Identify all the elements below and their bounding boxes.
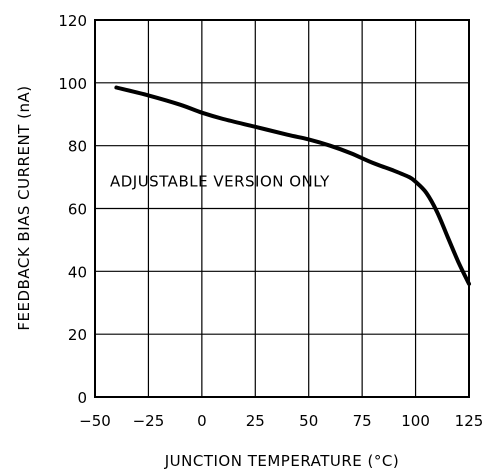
series-line <box>114 85 471 286</box>
x-tick-label: −25 <box>133 412 165 430</box>
x-tick-label: 100 <box>401 412 430 430</box>
y-tick-label: 40 <box>68 263 87 281</box>
y-axis-title: FEEDBACK BIAS CURRENT (nA) <box>15 85 33 330</box>
y-tick-label: 80 <box>68 138 87 156</box>
annotation-label: ADJUSTABLE VERSION ONLY <box>110 173 330 191</box>
x-tick-label: 25 <box>246 412 265 430</box>
y-tick-label: 120 <box>58 12 87 30</box>
x-tick-label: 125 <box>455 412 484 430</box>
y-tick-label: 60 <box>68 201 87 219</box>
x-tick-label: 0 <box>197 412 207 430</box>
x-tick-label: −50 <box>79 412 111 430</box>
y-tick-label: 100 <box>58 75 87 93</box>
y-tick-label: 0 <box>77 389 87 407</box>
y-tick-label: 20 <box>68 326 87 344</box>
grid <box>94 19 470 398</box>
x-tick-label: 75 <box>353 412 372 430</box>
x-tick-label: 50 <box>299 412 318 430</box>
y-tick-labels: 0 20 40 60 80 100 120 <box>58 12 87 407</box>
x-tick-labels: −50 −25 0 25 50 75 100 125 <box>79 412 483 430</box>
x-axis-title: JUNCTION TEMPERATURE (°C) <box>164 452 399 470</box>
plot-frame <box>94 19 470 398</box>
